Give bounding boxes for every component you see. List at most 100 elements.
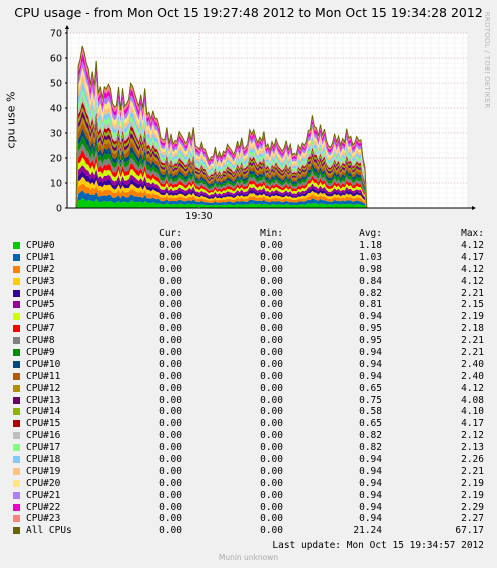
legend-max: 2.15 [461,299,484,311]
legend-max: 2.21 [461,335,484,347]
legend-swatch [13,479,20,487]
line-all-cpus [72,45,375,209]
legend-max: 2.27 [461,513,484,525]
y-tick-label: 20 [50,154,62,165]
legend-row: CPU#13 0.00 0.00 0.75 4.08 [10,395,488,407]
legend-series-name: CPU#7 [26,323,55,335]
header-cur: Cur: [159,228,182,239]
legend-avg: 0.75 [359,394,382,406]
legend-swatch [13,420,20,428]
area-cpu-13 [72,111,375,208]
area-cpu-17 [72,89,375,208]
legend-swatch [13,349,20,357]
legend-min: 0.00 [260,299,283,311]
legend-table: Cur: Min: Avg: Max: CPU#0 0.00 0.00 1.18 4.1… [10,228,488,537]
legend-avg: 0.94 [359,311,382,323]
legend-series-name: CPU#20 [26,477,61,489]
x-tick-label: 19:30 [185,211,212,222]
legend-series-name: CPU#16 [26,430,61,442]
legend-min: 0.00 [260,287,283,299]
legend-avg: 0.81 [359,299,382,311]
stacked-areas [72,45,375,209]
area-cpu-15 [72,102,375,208]
legend-series-name: CPU#4 [26,287,55,299]
legend-swatch [13,289,20,297]
legend-max: 2.21 [461,465,484,477]
area-cpu-9 [72,136,375,208]
legend-row: CPU#12 0.00 0.00 0.65 4.12 [10,383,488,395]
header-avg: Avg: [359,228,382,239]
legend-series-name: CPU#19 [26,465,61,477]
legend-cur: 0.00 [159,465,182,477]
legend-cur: 0.00 [159,442,182,454]
y-tick-label: 0 [56,204,62,215]
legend-series-name: CPU#13 [26,394,61,406]
y-axis-arrow [65,25,69,29]
legend-avg: 0.82 [359,430,382,442]
area-cpu-18 [72,82,375,208]
area-cpu-19 [72,74,375,208]
legend-max: 4.17 [461,418,484,430]
legend-row: CPU#0 0.00 0.00 1.18 4.12 [10,240,488,252]
legend-cur: 0.00 [159,335,182,347]
legend-row: CPU#7 0.00 0.00 0.95 2.18 [10,323,488,335]
legend-swatch [13,491,20,499]
legend-row: CPU#5 0.00 0.00 0.81 2.15 [10,299,488,311]
legend-cur: 0.00 [159,477,182,489]
legend-cur: 0.00 [159,394,182,406]
legend-max: 67.17 [455,525,484,537]
legend-max: 2.19 [461,477,484,489]
legend-swatch [13,242,20,249]
legend-swatch [13,325,20,333]
area-cpu-8 [72,143,375,208]
legend-min: 0.00 [260,323,283,335]
legend-cur: 0.00 [159,311,182,323]
legend-row: CPU#15 0.00 0.00 0.65 4.17 [10,418,488,430]
area-cpu-7 [72,149,375,208]
legend-cur: 0.00 [159,489,182,501]
legend-swatch [13,503,20,511]
legend-series-name: CPU#10 [26,358,61,370]
legend-cur: 0.00 [159,358,182,370]
y-tick-label: 30 [50,129,62,140]
legend-row: CPU#2 0.00 0.00 0.98 4.12 [10,264,488,276]
area-cpu-20 [72,67,375,208]
legend-swatch [13,337,20,345]
x-axis-arrow [472,206,476,210]
last-update: Last update: Mon Oct 15 19:34:57 2012 [272,540,484,551]
legend-max: 4.12 [461,382,484,394]
legend-row: CPU#22 0.00 0.00 0.94 2.29 [10,502,488,514]
legend-min: 0.00 [260,465,283,477]
legend-swatch [13,432,20,440]
legend-series-name: CPU#8 [26,335,55,347]
legend-swatch [13,301,20,309]
legend-avg: 0.82 [359,287,382,299]
cpu-usage-chart: 0 10 20 30 40 50 60 70 19:30 [50,25,476,222]
legend-cur: 0.00 [159,382,182,394]
legend-max: 2.29 [461,501,484,513]
footer-label: Munin unknown [218,553,279,562]
area-cpu-1 [72,190,375,208]
legend-cur: 0.00 [159,287,182,299]
legend-series-name: CPU#18 [26,454,61,466]
legend-cur: 0.00 [159,430,182,442]
legend-avg: 0.94 [359,501,382,513]
legend-swatch [13,360,20,368]
legend-max: 2.40 [461,370,484,382]
legend-min: 0.00 [260,454,283,466]
legend-avg: 0.94 [359,513,382,525]
legend-row: CPU#6 0.00 0.00 0.94 2.19 [10,311,488,323]
legend-min: 0.00 [260,263,283,275]
legend-min: 0.00 [260,442,283,454]
legend-min: 0.00 [260,311,283,323]
legend-min: 0.00 [260,418,283,430]
legend-row: CPU#9 0.00 0.00 0.94 2.21 [10,347,488,359]
legend-series-name: CPU#0 [26,240,55,251]
legend-avg: 0.82 [359,442,382,454]
legend-avg: 0.98 [359,263,382,275]
header-min: Min: [260,228,283,239]
legend-min: 0.00 [260,525,283,537]
legend-cur: 0.00 [159,275,182,287]
legend-cur: 0.00 [159,406,182,418]
legend-avg: 0.94 [359,370,382,382]
